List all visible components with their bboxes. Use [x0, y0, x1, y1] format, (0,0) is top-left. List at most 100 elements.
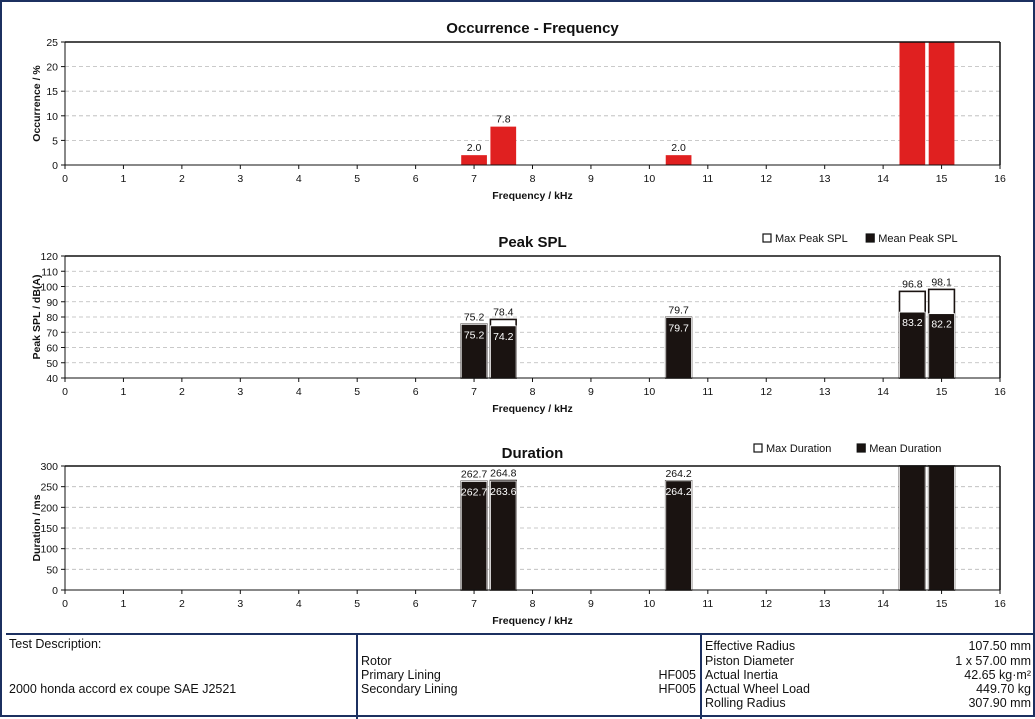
x-tick-label: 14: [877, 173, 889, 185]
x-tick-label: 14: [877, 386, 889, 398]
legend-swatch: [753, 443, 763, 453]
x-tick-label: 12: [760, 598, 772, 610]
mean-duration-bar: [490, 480, 517, 591]
y-tick-label: 90: [46, 297, 58, 309]
x-tick-label: 4: [296, 173, 302, 185]
y-tick-label: 40: [46, 373, 58, 385]
chart-title: Duration: [502, 445, 564, 462]
data-label: 264.8: [490, 468, 516, 480]
occurrence-bar: [490, 126, 517, 165]
y-tick-label: 10: [46, 111, 58, 123]
secondary-lining-label: Secondary Lining: [361, 682, 458, 696]
y-tick-label: 120: [40, 251, 58, 263]
y-tick-label: 110: [41, 266, 58, 278]
y-tick-label: 50: [46, 358, 58, 370]
spec-value-actual-wheel-load: 449.70 kg: [976, 682, 1031, 696]
x-tick-label: 5: [354, 173, 360, 185]
spec-label-piston-diameter: Piston Diameter: [705, 654, 794, 668]
x-tick-label: 1: [121, 173, 127, 185]
x-tick-label: 4: [296, 386, 302, 398]
y-tick-label: 25: [46, 37, 58, 49]
x-tick-label: 11: [702, 173, 713, 185]
y-tick-label: 100: [40, 282, 58, 294]
mean-duration-bar: [899, 465, 926, 591]
y-tick-label: 200: [40, 502, 58, 514]
mean-peak-spl-bar: [928, 313, 955, 379]
y-tick-label: 5: [52, 135, 58, 147]
x-tick-label: 12: [760, 386, 772, 398]
legend: Max Duration Mean Duration: [753, 443, 941, 455]
y-axis-label: Occurrence / %: [31, 65, 43, 142]
data-label: 263.6: [490, 486, 516, 498]
y-tick-label: 100: [40, 544, 58, 556]
x-axis-label: Frequency / kHz: [492, 615, 573, 627]
x-tick-label: 15: [936, 173, 948, 185]
data-label: 262.7: [461, 486, 487, 498]
data-label: 98.1: [931, 276, 952, 288]
data-label: 264.2: [665, 486, 691, 498]
x-tick-label: 6: [413, 173, 419, 185]
x-tick-label: 8: [530, 598, 536, 610]
legend-label: Max Peak SPL: [775, 233, 848, 245]
x-tick-label: 10: [644, 386, 656, 398]
x-tick-label: 8: [530, 173, 536, 185]
y-axis-label: Peak SPL / dB(A): [31, 275, 43, 360]
y-tick-label: 50: [46, 564, 58, 576]
x-tick-label: 7: [471, 173, 477, 185]
data-label: 83.2: [902, 317, 923, 329]
test-description-label: Test Description:: [9, 637, 102, 651]
x-tick-label: 2: [179, 386, 185, 398]
x-tick-label: 5: [354, 386, 360, 398]
mean-duration-bar: [665, 480, 692, 591]
spec-label-actual-inertia: Actual Inertia: [705, 668, 778, 682]
y-axis-label: Duration / ms: [31, 494, 43, 561]
data-label: 79.7: [668, 304, 689, 316]
legend: Max Peak SPL Mean Peak SPL: [762, 233, 958, 245]
y-tick-label: 0: [52, 160, 58, 172]
secondary-lining-value: HF005: [658, 682, 696, 696]
x-tick-label: 13: [819, 173, 831, 185]
x-tick-label: 9: [588, 598, 594, 610]
x-tick-label: 4: [296, 598, 302, 610]
data-label: 78.4: [493, 306, 514, 318]
x-tick-label: 3: [237, 173, 243, 185]
test-description-column: Test Description: 2000 honda accord ex c…: [6, 635, 354, 719]
x-tick-label: 7: [471, 598, 477, 610]
legend-label: Mean Peak SPL: [878, 233, 958, 245]
specs-column: Effective Radius 107.50 mm Piston Diamet…: [700, 635, 1035, 719]
chart-title: Occurrence - Frequency: [446, 20, 619, 37]
mean-duration-bar: [460, 481, 488, 591]
y-tick-label: 80: [46, 312, 58, 324]
mean-duration-bar: [928, 465, 955, 591]
mean-peak-spl-bar: [490, 325, 517, 379]
data-label: 75.2: [464, 311, 485, 323]
data-label: 79.7: [668, 322, 689, 334]
legend-label: Mean Duration: [869, 443, 941, 455]
x-tick-label: 3: [237, 598, 243, 610]
chart-2: 75.2 78.4 79.7 96.8 98.1 75.2 74.2 79.7 83.2 82.2…: [31, 233, 1006, 415]
x-tick-label: 11: [702, 598, 713, 610]
x-tick-label: 1: [121, 598, 127, 610]
x-tick-label: 13: [819, 386, 831, 398]
data-label: 262.7: [461, 468, 487, 480]
data-label: 75.2: [464, 329, 485, 341]
spec-value-piston-diameter: 1 x 57.00 mm: [955, 654, 1031, 668]
primary-lining-value: HF005: [658, 668, 696, 682]
lining-column: Rotor Primary Lining HF005 Secondary Lin…: [356, 635, 700, 719]
x-tick-label: 15: [936, 386, 948, 398]
data-label: 2.0: [467, 142, 482, 154]
x-tick-label: 2: [179, 173, 185, 185]
occurrence-bar: [461, 155, 487, 165]
x-tick-label: 13: [819, 598, 831, 610]
spec-value-effective-radius: 107.50 mm: [968, 639, 1031, 653]
data-label: 96.8: [902, 278, 923, 290]
x-tick-label: 9: [588, 386, 594, 398]
legend-swatch: [865, 233, 875, 243]
x-tick-label: 2: [179, 598, 185, 610]
x-tick-label: 10: [644, 173, 656, 185]
chart-title: Peak SPL: [498, 234, 566, 251]
x-tick-label: 6: [413, 386, 419, 398]
y-tick-label: 70: [46, 327, 58, 339]
